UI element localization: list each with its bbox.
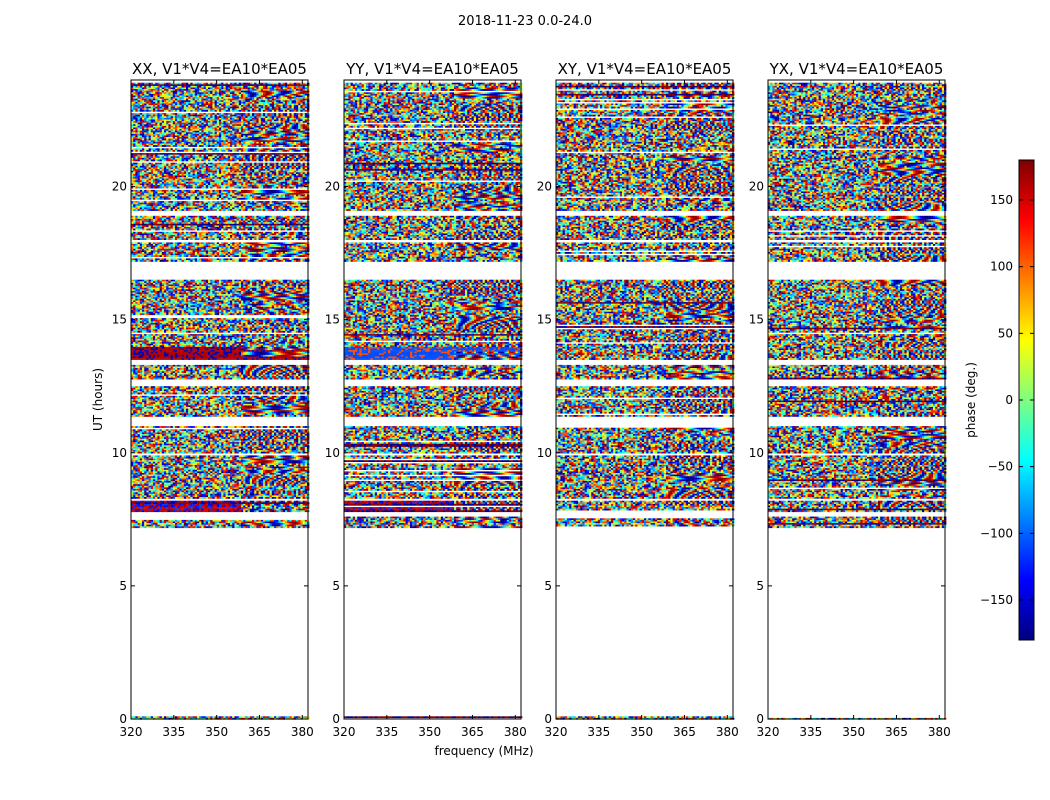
y-tick-label: 5 — [119, 579, 127, 593]
colorbar: 150 100 50 0 −50 −100 −150 phase (deg.) — [964, 160, 1034, 640]
colorbar-label: phase (deg.) — [964, 362, 978, 438]
panel-title: XY, V1*V4=EA10*EA05 — [558, 60, 732, 78]
y-tick-label: 10 — [325, 446, 340, 460]
y-tick-label: 5 — [756, 579, 764, 593]
x-tick-label: 320 — [333, 725, 356, 739]
x-tick-label: 335 — [162, 725, 185, 739]
x-tick-label: 320 — [120, 725, 143, 739]
y-tick-label: 0 — [332, 712, 340, 726]
y-tick-label: 20 — [325, 180, 340, 194]
panel-title: YY, V1*V4=EA10*EA05 — [345, 60, 519, 78]
colorbar-tick-label: −150 — [980, 593, 1013, 607]
x-tick-label: 320 — [757, 725, 780, 739]
x-tick-label: 350 — [205, 725, 228, 739]
x-tick-label: 335 — [799, 725, 822, 739]
x-tick-label: 335 — [375, 725, 398, 739]
y-tick-label: 10 — [749, 446, 764, 460]
y-tick-label: 20 — [749, 180, 764, 194]
x-tick-label: 380 — [928, 725, 951, 739]
heatmap-panel: XY, V1*V4=EA10*EA05 320 335 350 365 380 0 5 10 15… — [537, 60, 739, 739]
y-tick-label: 5 — [332, 579, 340, 593]
x-tick-label: 350 — [630, 725, 653, 739]
x-tick-label: 365 — [461, 725, 484, 739]
x-tick-label: 335 — [587, 725, 610, 739]
colorbar-tick-label: 100 — [990, 260, 1013, 274]
y-tick-label: 0 — [119, 712, 127, 726]
heatmap-panel: YY, V1*V4=EA10*EA05 320 335 350 365 380 0 5 10 15… — [325, 60, 534, 758]
colorbar-tick-label: 50 — [998, 326, 1013, 340]
figure-canvas: XX, V1*V4=EA10*EA05 320 335 350 365 380 0 5 10 15… — [0, 0, 1050, 800]
y-tick-label: 5 — [544, 579, 552, 593]
heatmap-panel: YX, V1*V4=EA10*EA05 320 335 350 365 380 0 5 10 15… — [749, 60, 951, 739]
heatmap-panel: XX, V1*V4=EA10*EA05 320 335 350 365 380 0 5 10 15… — [91, 60, 314, 739]
x-tick-label: 380 — [504, 725, 527, 739]
heatmap-cells — [768, 83, 946, 720]
x-tick-label: 380 — [291, 725, 314, 739]
y-tick-label: 20 — [537, 180, 552, 194]
colorbar-tick-label: 0 — [1005, 393, 1013, 407]
heatmap-cells — [131, 83, 309, 720]
x-tick-label: 365 — [673, 725, 696, 739]
heatmap-cells — [344, 83, 522, 718]
x-tick-label: 365 — [885, 725, 908, 739]
y-tick-label: 15 — [749, 313, 764, 327]
y-tick-label: 10 — [112, 446, 127, 460]
x-tick-label: 350 — [418, 725, 441, 739]
x-tick-label: 380 — [716, 725, 739, 739]
y-axis-label: UT (hours) — [91, 368, 105, 431]
x-tick-label: 320 — [545, 725, 568, 739]
x-axis-label: frequency (MHz) — [434, 744, 533, 758]
y-tick-label: 15 — [537, 313, 552, 327]
colorbar-tick-label: −50 — [988, 460, 1013, 474]
colorbar-tick-label: 150 — [990, 193, 1013, 207]
x-tick-label: 365 — [248, 725, 271, 739]
panel-title: YX, V1*V4=EA10*EA05 — [769, 60, 944, 78]
y-tick-label: 0 — [544, 712, 552, 726]
y-tick-label: 15 — [112, 313, 127, 327]
colorbar-tick-label: −100 — [980, 526, 1013, 540]
panel-title: XX, V1*V4=EA10*EA05 — [132, 60, 307, 78]
y-tick-label: 15 — [325, 313, 340, 327]
heatmap-cells — [556, 83, 734, 720]
y-tick-label: 20 — [112, 180, 127, 194]
y-tick-label: 0 — [756, 712, 764, 726]
x-tick-label: 350 — [842, 725, 865, 739]
y-tick-label: 10 — [537, 446, 552, 460]
